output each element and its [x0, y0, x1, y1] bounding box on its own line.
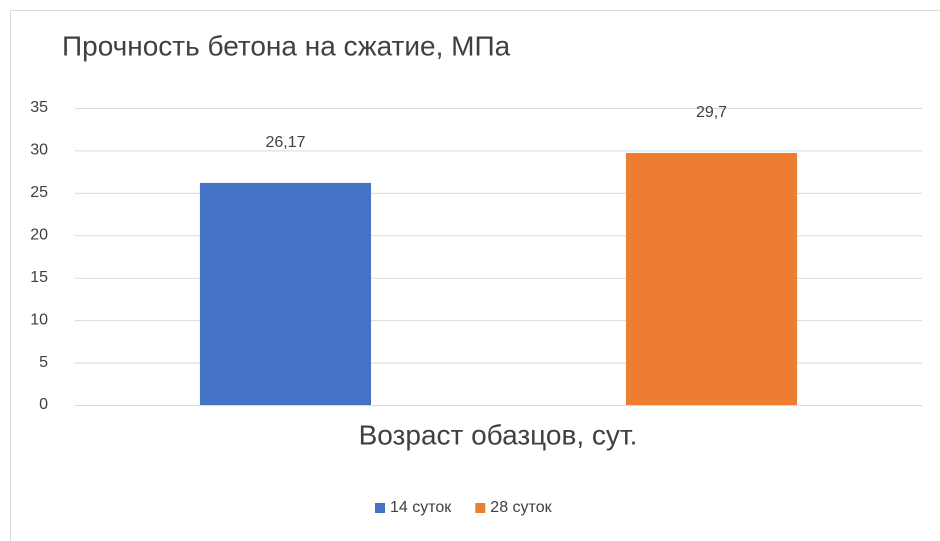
y-tick-label: 15	[30, 269, 48, 286]
legend-label: 28 суток	[490, 499, 552, 516]
legend-swatch	[475, 503, 486, 513]
y-tick-label: 10	[30, 311, 48, 328]
data-label: 29,7	[696, 104, 727, 121]
bar	[199, 182, 372, 405]
x-axis-title: Возраст обазцов, сут.	[359, 419, 638, 450]
y-tick-label: 25	[30, 184, 48, 201]
y-tick-label: 0	[39, 396, 48, 413]
chart-title: Прочность бетона на сжатие, МПа	[62, 30, 511, 61]
data-label: 26,17	[265, 134, 305, 151]
bar	[625, 152, 798, 405]
chart-frame	[10, 10, 940, 541]
y-tick-label: 30	[30, 142, 48, 159]
y-tick-label: 35	[30, 99, 48, 116]
y-tick-label: 5	[39, 354, 48, 371]
legend-label: 14 суток	[390, 499, 452, 516]
y-tick-label: 20	[30, 227, 48, 244]
legend-swatch	[375, 503, 385, 513]
